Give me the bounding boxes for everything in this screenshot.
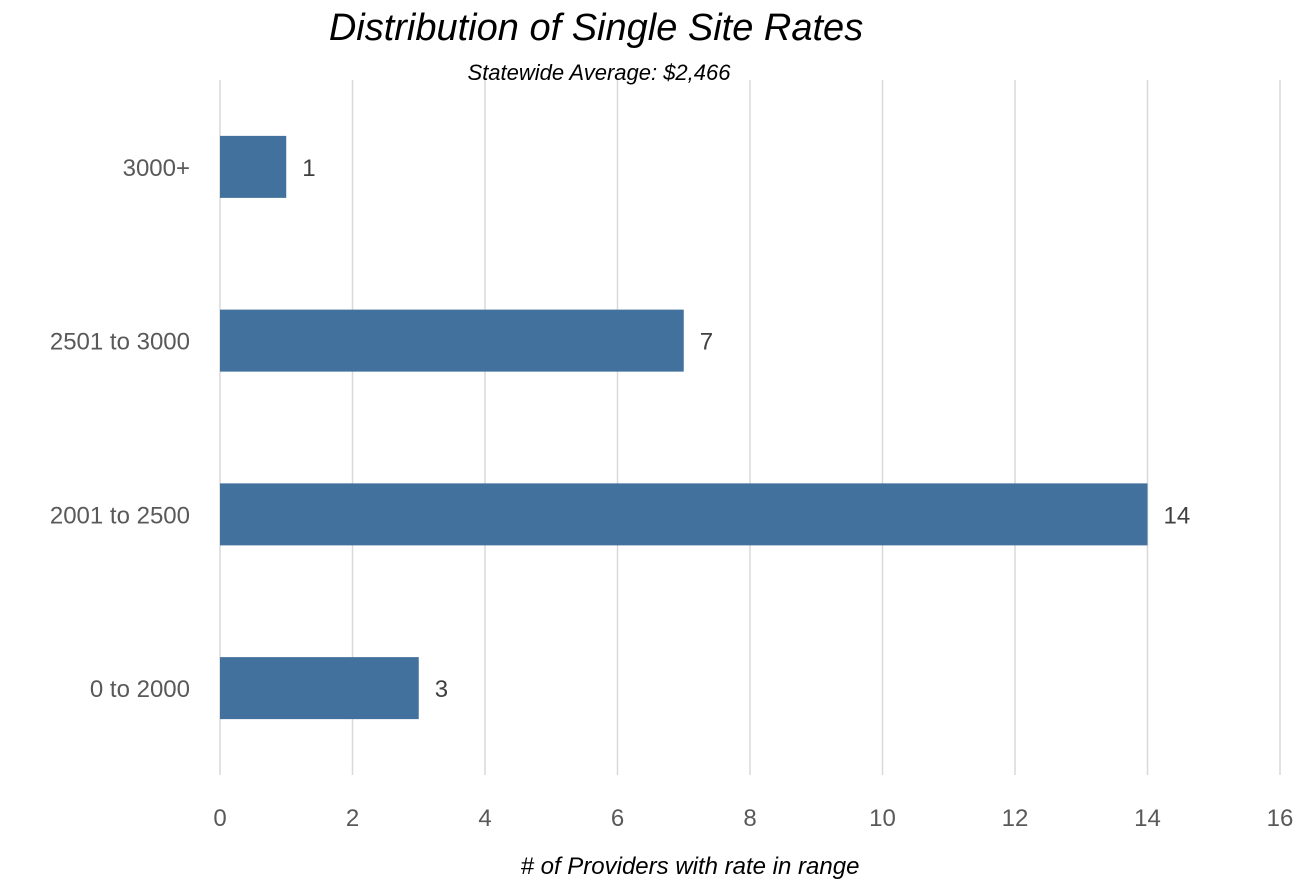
x-tick-label: 16 (1267, 805, 1294, 832)
category-label: 2501 to 3000 (50, 329, 190, 356)
category-label: 2001 to 2500 (50, 502, 190, 529)
x-tick-label: 2 (346, 805, 359, 832)
x-tick-label: 0 (213, 805, 226, 832)
bars (220, 135, 1148, 720)
x-tick-label: 12 (1002, 805, 1029, 832)
value-axis: 0 2 4 6 8 10 12 14 16 (213, 805, 1293, 832)
data-label: 1 (302, 155, 315, 182)
category-label: 0 to 2000 (90, 676, 190, 703)
bar (220, 309, 684, 372)
x-tick-label: 8 (743, 805, 756, 832)
category-label: 3000+ (123, 155, 190, 182)
x-tick-label: 10 (869, 805, 896, 832)
chart-subtitle: Statewide Average: $2,466 (468, 60, 732, 85)
x-tick-label: 14 (1134, 805, 1161, 832)
chart-title: Distribution of Single Site Rates (329, 7, 863, 49)
x-tick-label: 4 (478, 805, 491, 832)
bar (220, 135, 287, 198)
data-labels: 1 7 14 3 (302, 155, 1190, 703)
x-axis-title: # of Providers with rate in range (521, 853, 860, 880)
gridlines (219, 80, 1281, 775)
x-tick-label: 6 (611, 805, 624, 832)
bar (220, 483, 1148, 546)
data-label: 14 (1164, 502, 1191, 529)
bar (220, 657, 419, 720)
data-label: 7 (700, 329, 713, 356)
category-axis: 3000+ 2501 to 3000 2001 to 2500 0 to 2000 (50, 155, 190, 703)
data-label: 3 (435, 676, 448, 703)
